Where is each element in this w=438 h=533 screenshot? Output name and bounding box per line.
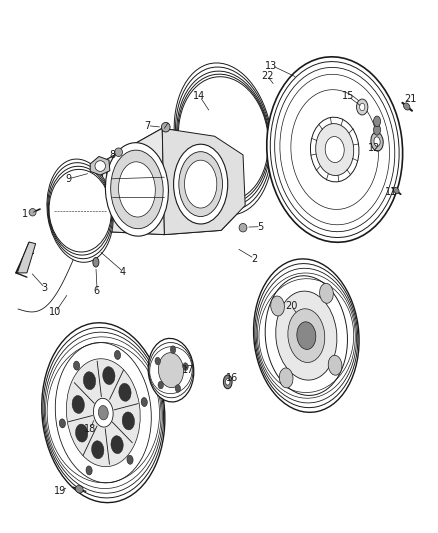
Ellipse shape bbox=[74, 361, 80, 370]
Text: 8: 8 bbox=[109, 150, 115, 160]
Ellipse shape bbox=[403, 103, 410, 110]
Ellipse shape bbox=[311, 117, 359, 182]
Ellipse shape bbox=[320, 284, 333, 303]
Ellipse shape bbox=[371, 132, 383, 151]
Ellipse shape bbox=[239, 223, 247, 232]
Text: 11: 11 bbox=[385, 187, 398, 197]
Ellipse shape bbox=[173, 144, 228, 224]
Ellipse shape bbox=[122, 412, 134, 430]
Text: 9: 9 bbox=[65, 174, 71, 184]
Ellipse shape bbox=[102, 367, 115, 385]
Ellipse shape bbox=[226, 378, 230, 385]
Ellipse shape bbox=[374, 125, 381, 135]
Ellipse shape bbox=[127, 455, 133, 464]
Ellipse shape bbox=[374, 116, 381, 127]
Polygon shape bbox=[90, 157, 110, 175]
Ellipse shape bbox=[119, 383, 131, 401]
Ellipse shape bbox=[254, 259, 359, 413]
Text: 19: 19 bbox=[53, 486, 66, 496]
Text: 15: 15 bbox=[342, 91, 354, 101]
Text: 10: 10 bbox=[49, 306, 61, 317]
Ellipse shape bbox=[119, 162, 155, 217]
Ellipse shape bbox=[99, 406, 108, 420]
Ellipse shape bbox=[92, 441, 104, 459]
Text: 12: 12 bbox=[368, 143, 380, 154]
Ellipse shape bbox=[276, 291, 337, 380]
Text: 3: 3 bbox=[41, 283, 47, 293]
Ellipse shape bbox=[114, 351, 120, 359]
Ellipse shape bbox=[95, 161, 106, 171]
Ellipse shape bbox=[174, 63, 272, 215]
Ellipse shape bbox=[223, 375, 232, 389]
Ellipse shape bbox=[184, 160, 217, 208]
Text: 1: 1 bbox=[21, 209, 28, 220]
Ellipse shape bbox=[86, 466, 92, 475]
Ellipse shape bbox=[75, 424, 88, 442]
Text: 13: 13 bbox=[265, 61, 278, 70]
Ellipse shape bbox=[357, 99, 368, 115]
Text: 2: 2 bbox=[251, 254, 257, 263]
Ellipse shape bbox=[328, 356, 342, 375]
Ellipse shape bbox=[67, 359, 140, 467]
Ellipse shape bbox=[159, 353, 184, 387]
Ellipse shape bbox=[111, 150, 163, 229]
Ellipse shape bbox=[93, 257, 99, 267]
Ellipse shape bbox=[42, 323, 165, 503]
Polygon shape bbox=[17, 242, 35, 273]
Text: 14: 14 bbox=[193, 91, 205, 101]
Text: 21: 21 bbox=[404, 94, 417, 104]
Text: 16: 16 bbox=[226, 373, 238, 383]
Ellipse shape bbox=[106, 143, 169, 236]
Polygon shape bbox=[106, 128, 164, 235]
Ellipse shape bbox=[141, 398, 147, 407]
Polygon shape bbox=[162, 128, 245, 235]
Text: 5: 5 bbox=[258, 222, 264, 232]
Text: 20: 20 bbox=[285, 301, 297, 311]
Ellipse shape bbox=[170, 346, 176, 353]
Ellipse shape bbox=[279, 368, 293, 388]
Ellipse shape bbox=[316, 124, 354, 175]
Ellipse shape bbox=[47, 159, 113, 262]
Ellipse shape bbox=[179, 152, 223, 216]
Ellipse shape bbox=[183, 363, 188, 370]
Ellipse shape bbox=[155, 357, 160, 365]
Text: 4: 4 bbox=[120, 267, 126, 277]
Ellipse shape bbox=[374, 137, 380, 147]
Ellipse shape bbox=[360, 103, 365, 111]
Ellipse shape bbox=[393, 188, 399, 193]
Text: 7: 7 bbox=[144, 120, 150, 131]
Ellipse shape bbox=[29, 208, 36, 216]
Ellipse shape bbox=[111, 435, 123, 454]
Text: 22: 22 bbox=[261, 71, 273, 81]
Ellipse shape bbox=[325, 136, 344, 163]
Ellipse shape bbox=[288, 309, 325, 362]
Ellipse shape bbox=[161, 123, 170, 132]
Ellipse shape bbox=[115, 148, 123, 157]
Ellipse shape bbox=[93, 398, 113, 427]
Ellipse shape bbox=[175, 385, 180, 392]
Ellipse shape bbox=[267, 57, 403, 243]
Ellipse shape bbox=[271, 296, 284, 316]
Text: 17: 17 bbox=[182, 365, 194, 375]
Ellipse shape bbox=[83, 372, 95, 390]
Ellipse shape bbox=[297, 322, 316, 350]
Ellipse shape bbox=[59, 419, 65, 428]
Ellipse shape bbox=[158, 381, 163, 389]
Ellipse shape bbox=[148, 338, 194, 402]
Text: 18: 18 bbox=[84, 424, 96, 434]
Ellipse shape bbox=[72, 395, 85, 414]
Polygon shape bbox=[95, 128, 245, 235]
Ellipse shape bbox=[75, 486, 83, 493]
Text: 6: 6 bbox=[94, 286, 100, 296]
